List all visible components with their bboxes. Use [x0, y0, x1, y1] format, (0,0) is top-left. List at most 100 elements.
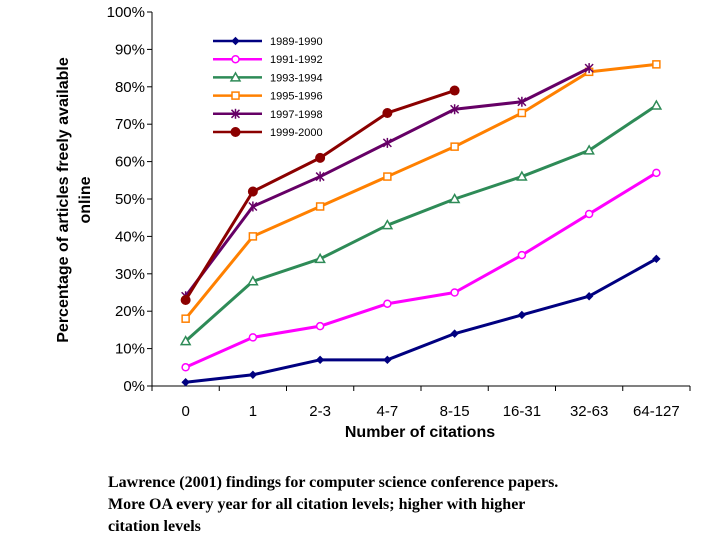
caption-line-1: Lawrence (2001) findings for computer sc… — [108, 474, 559, 491]
y-tick-label: 40% — [115, 228, 145, 245]
data-point — [248, 232, 258, 241]
data-point — [517, 108, 527, 118]
legend-item: 1989-1990 — [213, 36, 323, 48]
data-point — [315, 152, 326, 163]
data-point — [247, 186, 258, 197]
legend: 1989-1990 1991-1992 1993-1994 1995-1996 1997… — [213, 36, 323, 139]
data-point — [448, 192, 461, 204]
data-point — [315, 171, 325, 182]
data-point — [450, 104, 460, 115]
x-axis-title: Number of citations — [345, 424, 495, 441]
caption: Lawrence (2001) findings for computer sc… — [108, 472, 668, 538]
y-axis-title-line-1: Percentage of articles freely available — [55, 57, 72, 343]
data-point — [381, 219, 394, 230]
data-point — [315, 321, 325, 331]
y-tick-label: 100% — [107, 4, 145, 21]
legend-swatch-marker — [230, 108, 241, 119]
data-point — [247, 275, 259, 286]
series-1991-1992 — [181, 168, 661, 372]
legend-label: 1993-1994 — [270, 72, 323, 84]
data-point — [652, 60, 661, 69]
data-point — [450, 142, 459, 151]
data-point — [517, 310, 527, 320]
data-point — [652, 254, 661, 264]
data-point — [584, 292, 594, 301]
caption-line-3: citation levels — [108, 518, 201, 535]
data-point — [450, 288, 459, 297]
data-point — [248, 370, 258, 379]
y-tick-label: 10% — [115, 341, 145, 358]
legend-swatch-marker — [231, 91, 240, 100]
data-point — [517, 96, 527, 107]
x-tick-label: 16-31 — [503, 403, 541, 420]
y-tick-label: 20% — [115, 303, 145, 320]
data-point — [248, 333, 258, 342]
data-point — [450, 329, 459, 338]
x-tick-label: 64-127 — [633, 403, 680, 420]
series-1999-2000 — [180, 85, 460, 305]
data-point — [516, 170, 528, 181]
y-axis-ticks: 0% 10% 20% 30% 40% 50% 60% 70% 80% 90% 100% — [107, 4, 152, 395]
legend-label: 1991-1992 — [270, 54, 323, 66]
y-tick-label: 50% — [115, 191, 145, 208]
legend-item: 1991-1992 — [213, 54, 323, 66]
legend-item: 1999-2000 — [213, 127, 323, 139]
x-tick-label: 8-15 — [440, 403, 470, 420]
series-line — [184, 66, 590, 298]
x-tick-label: 0 — [181, 403, 189, 420]
data-point — [517, 250, 527, 260]
series-1989-1990 — [181, 254, 661, 387]
series-line — [184, 104, 658, 343]
series-1997-1998 — [181, 63, 594, 302]
data-point — [383, 299, 392, 308]
y-tick-label: 30% — [115, 266, 145, 283]
x-tick-label: 1 — [249, 403, 257, 420]
legend-label: 1995-1996 — [270, 91, 323, 103]
data-point — [382, 137, 392, 148]
data-point — [449, 85, 460, 96]
legend-label: 1997-1998 — [270, 109, 323, 121]
x-tick-label: 32-63 — [570, 403, 608, 420]
data-point — [315, 355, 325, 365]
series-layer — [179, 60, 663, 387]
y-tick-label: 0% — [123, 378, 145, 395]
legend-label: 1989-1990 — [270, 36, 323, 48]
x-axis-ticks: 0 1 2-3 4-7 8-15 16-31 32-63 64-127 — [151, 386, 691, 420]
x-tick-label: 2-3 — [309, 403, 331, 420]
data-point — [652, 168, 661, 178]
data-point — [314, 252, 326, 264]
legend-swatch-marker — [230, 127, 241, 137]
series-1995-1996 — [181, 60, 661, 323]
data-point — [180, 294, 191, 305]
legend-swatch-marker — [231, 36, 240, 46]
y-tick-label: 70% — [115, 116, 145, 133]
data-point — [650, 99, 663, 110]
series-line — [184, 62, 657, 320]
y-axis-title: Percentage of articles freely available … — [55, 57, 94, 343]
legend-swatch-marker — [229, 71, 242, 82]
data-point — [181, 363, 190, 372]
y-tick-label: 80% — [115, 79, 145, 96]
line-chart: Percentage of articles freely available … — [55, 4, 691, 441]
data-point — [181, 314, 190, 323]
data-point — [583, 144, 595, 155]
data-point — [584, 209, 594, 219]
legend-item: 1993-1994 — [213, 71, 323, 84]
series-line — [185, 171, 658, 369]
data-point — [315, 202, 325, 211]
data-point — [584, 63, 594, 74]
legend-item: 1995-1996 — [213, 91, 323, 103]
legend-item: 1997-1998 — [213, 108, 323, 121]
data-point — [383, 172, 392, 181]
data-point — [248, 201, 258, 212]
series-1993-1994 — [179, 99, 663, 346]
y-tick-label: 90% — [115, 41, 145, 58]
series-line — [185, 257, 658, 384]
y-axis-title-line-2: online — [77, 176, 94, 223]
caption-line-2: More OA every year for all citation leve… — [108, 496, 526, 513]
data-point — [181, 378, 190, 387]
data-point — [382, 107, 393, 118]
x-tick-label: 4-7 — [377, 403, 399, 420]
legend-swatch-marker — [231, 54, 240, 64]
data-point — [179, 335, 192, 346]
